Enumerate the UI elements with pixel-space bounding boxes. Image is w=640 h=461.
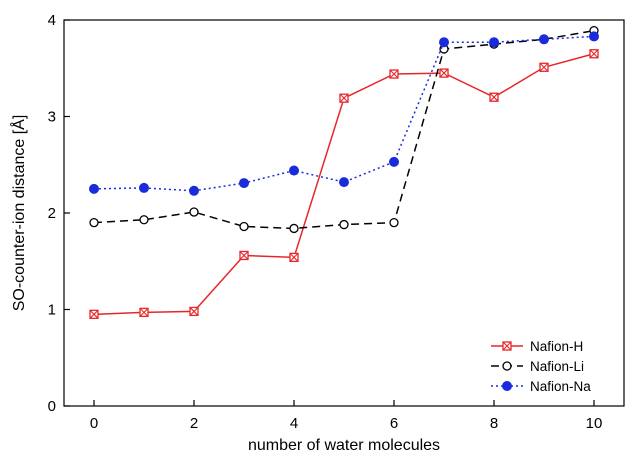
x-tick-label: 0 [90, 415, 98, 432]
data-point [589, 49, 599, 59]
y-tick-label: 4 [48, 12, 56, 29]
legend-label: Nafion-H [530, 339, 583, 354]
data-point [389, 217, 399, 228]
data-point [89, 217, 99, 228]
y-tick-label: 2 [48, 205, 56, 222]
series-nafion-na [89, 31, 599, 196]
data-point [389, 156, 399, 167]
legend-item: Nafion-Na [491, 379, 591, 394]
data-point [239, 250, 249, 261]
data-point [239, 178, 249, 189]
data-point [489, 92, 499, 102]
data-point [139, 182, 149, 193]
y-axis: 0 1 2 3 4 [48, 12, 70, 415]
data-point [89, 309, 99, 319]
series-line [93, 35, 595, 192]
series-layer [89, 25, 599, 319]
data-point [539, 34, 549, 45]
data-point [502, 341, 512, 351]
x-tick-label: 4 [290, 415, 298, 432]
data-point [389, 69, 399, 79]
data-point [289, 223, 299, 234]
data-point [489, 37, 499, 48]
y-tick-label: 1 [48, 302, 56, 319]
x-tick-label: 8 [490, 415, 498, 432]
x-tick-label: 6 [390, 415, 398, 432]
legend-label: Nafion-Na [530, 379, 591, 394]
data-point [502, 361, 512, 371]
legend-label: Nafion-Li [530, 359, 584, 374]
data-point [189, 207, 199, 217]
data-point [239, 221, 249, 232]
data-point [89, 183, 99, 194]
x-tick-label: 2 [190, 415, 198, 432]
legend-item: Nafion-H [491, 339, 583, 354]
x-axis-title: number of water molecules [248, 437, 440, 454]
data-point [289, 252, 299, 263]
y-tick-label: 3 [48, 109, 56, 126]
y-tick-label: 0 [48, 398, 56, 415]
series-nafion-h [89, 49, 599, 319]
legend: Nafion-H Nafion-Li Nafion-Na [491, 339, 591, 394]
data-point [289, 165, 299, 176]
x-tick-label: 10 [586, 415, 603, 432]
data-point [439, 68, 449, 78]
data-point [589, 31, 599, 42]
data-point [339, 177, 349, 188]
series-nafion-li [89, 25, 599, 234]
data-point [189, 185, 199, 196]
data-point [502, 381, 512, 391]
data-point [139, 307, 149, 318]
data-point [339, 93, 349, 103]
data-point [139, 215, 149, 225]
series-line [93, 29, 595, 230]
data-point [339, 219, 349, 230]
data-point [439, 37, 449, 48]
y-axis-title: SO-counter-ion distance [Å] [9, 115, 28, 312]
x-axis: 0 2 4 6 8 10 [90, 400, 603, 432]
data-point [189, 306, 199, 317]
data-point [539, 62, 549, 72]
legend-item: Nafion-Li [491, 359, 584, 374]
